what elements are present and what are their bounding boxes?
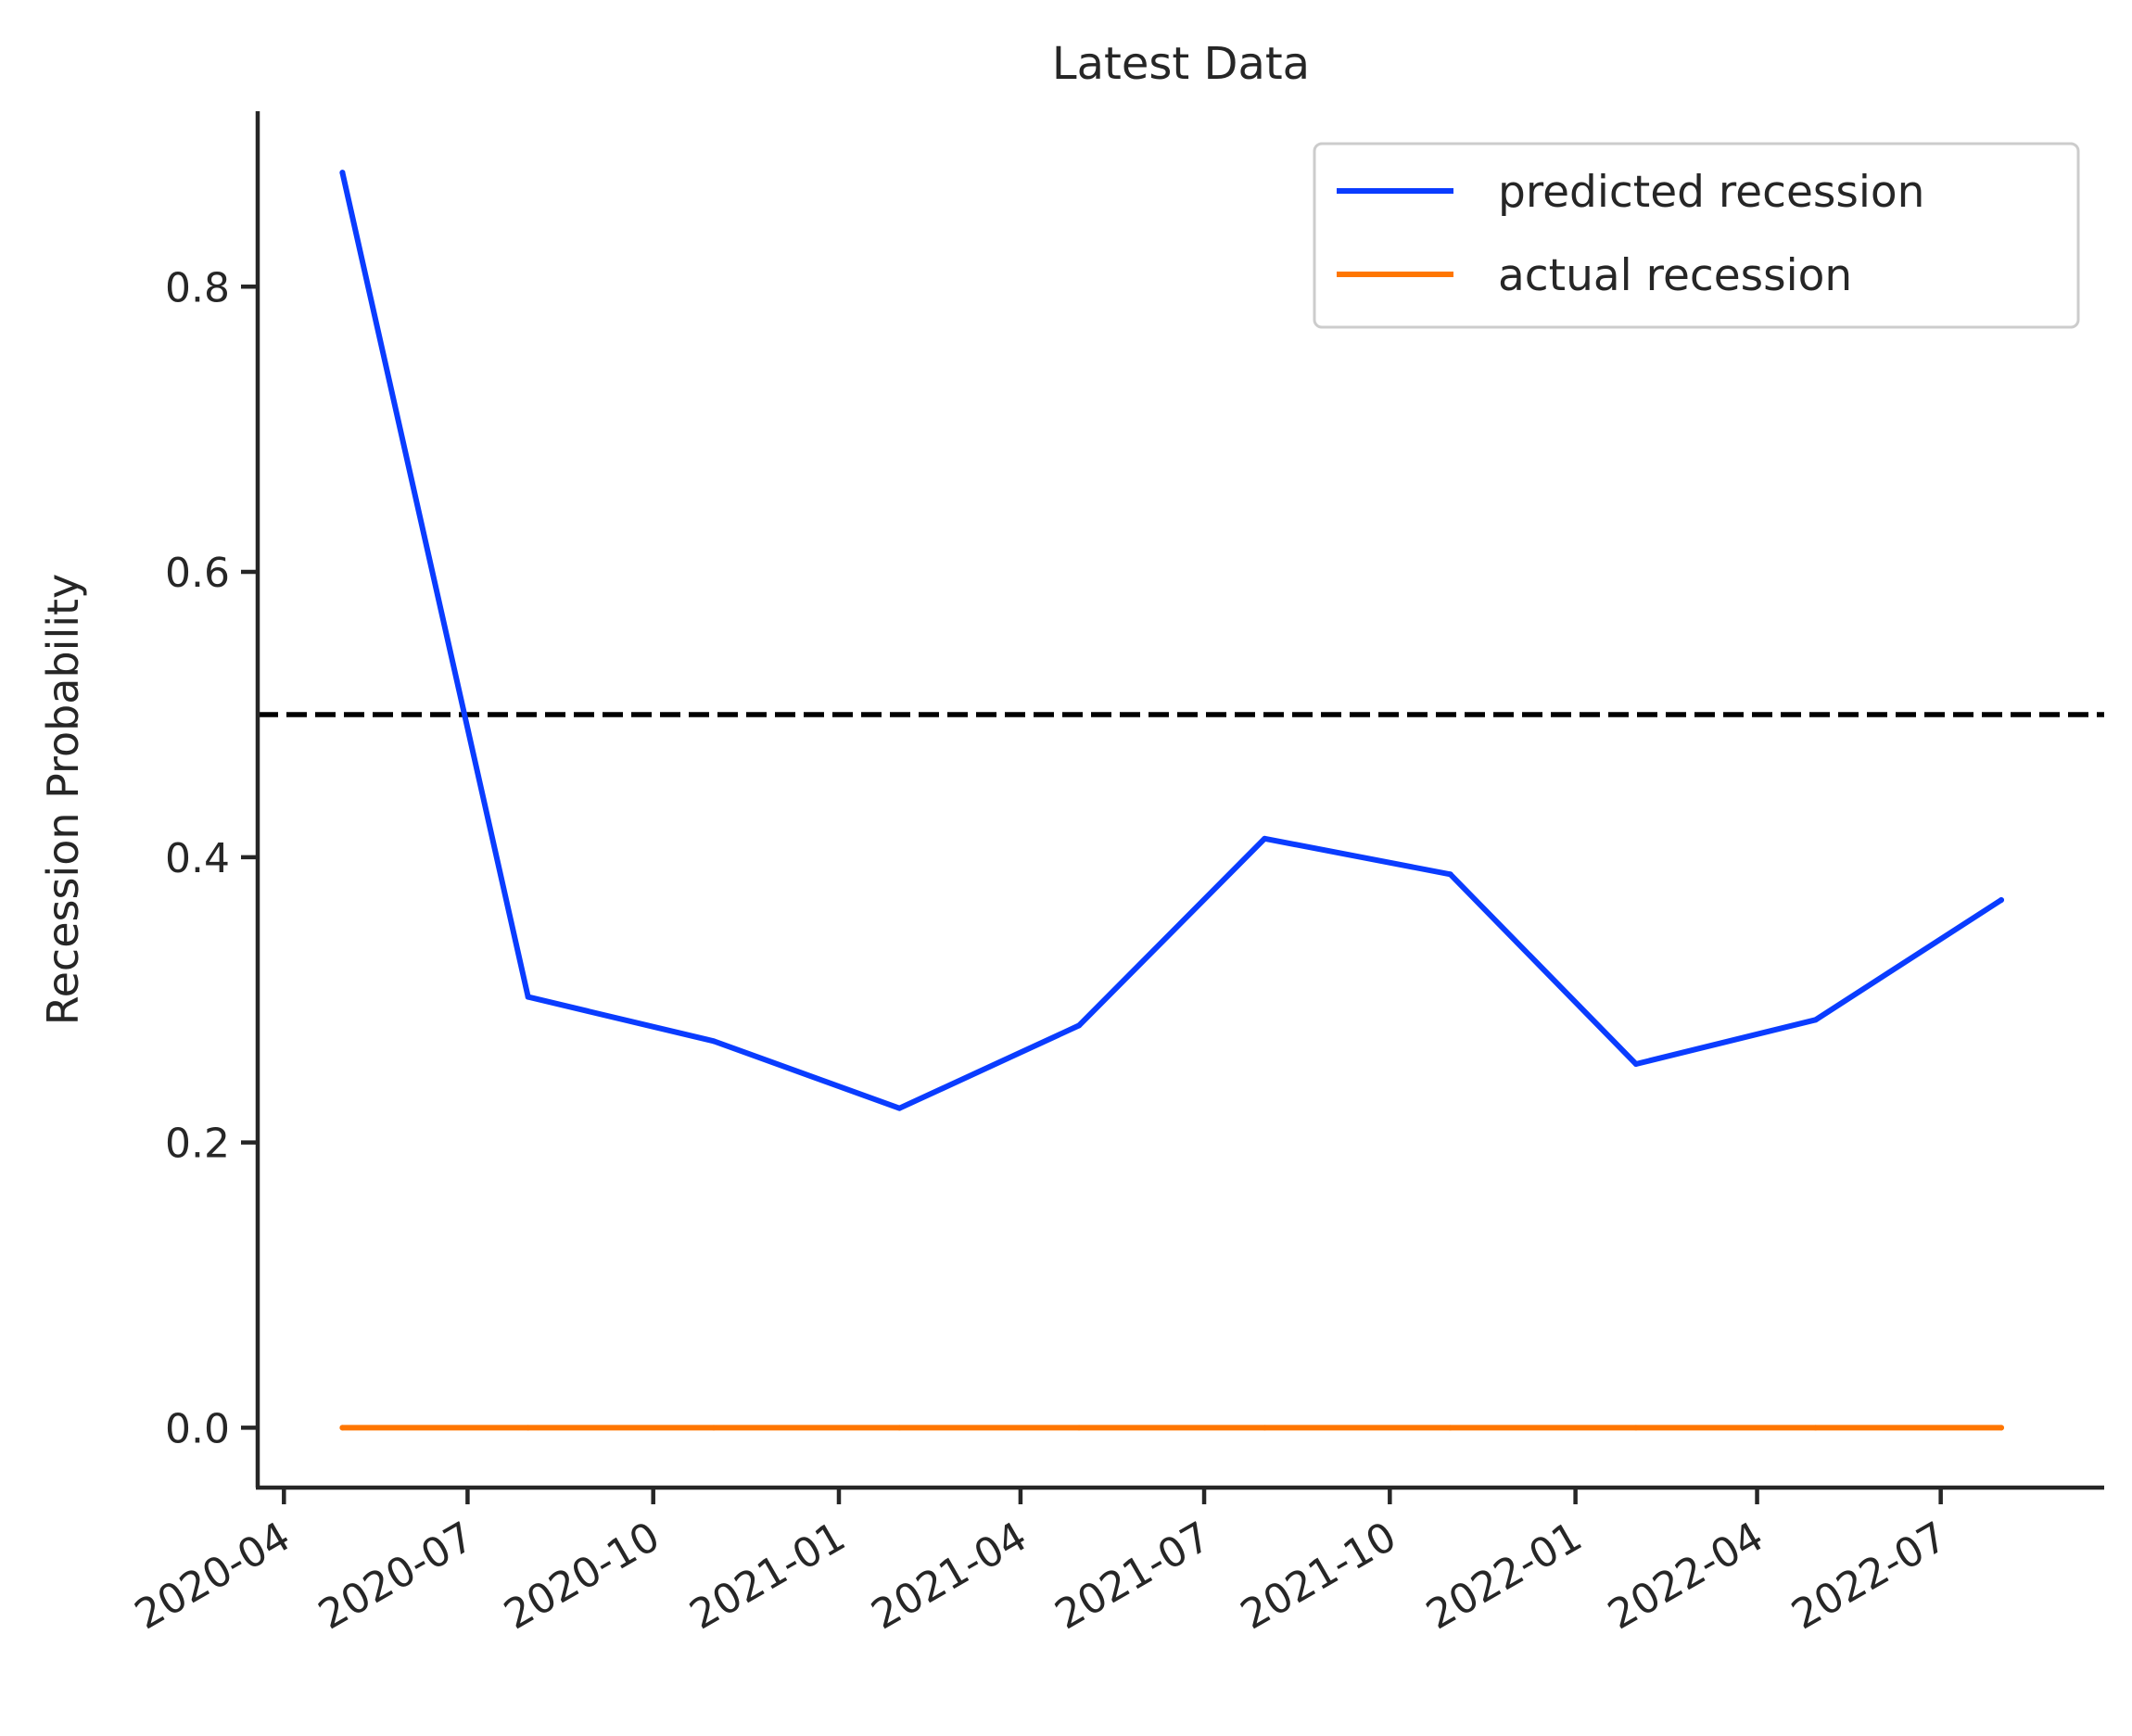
predicted-recession-line bbox=[339, 170, 2004, 1111]
predicted-recession-point bbox=[1998, 896, 2004, 903]
plot-area bbox=[258, 170, 2104, 1431]
y-tick-label: 0.2 bbox=[165, 1121, 230, 1168]
actual-recession-point bbox=[1812, 1425, 1819, 1431]
y-tick-label: 0.4 bbox=[165, 835, 230, 882]
predicted-recession-point bbox=[1076, 1022, 1083, 1029]
actual-recession-point bbox=[1447, 1425, 1453, 1431]
y-tick-label: 0.0 bbox=[165, 1405, 230, 1452]
y-tick-label: 0.6 bbox=[165, 550, 230, 597]
predicted-recession-point bbox=[711, 1038, 717, 1045]
actual-recession-point bbox=[711, 1425, 717, 1431]
predicted-recession-point bbox=[1447, 871, 1453, 878]
actual-recession-point bbox=[1632, 1425, 1639, 1431]
y-axis-label: Recession Probability bbox=[38, 574, 88, 1026]
actual-recession-point bbox=[1998, 1425, 2004, 1431]
predicted-recession-point bbox=[1262, 835, 1268, 842]
legend-label-actual-recession: actual recession bbox=[1498, 250, 1852, 301]
predicted-recession-point bbox=[339, 170, 346, 176]
chart-title: Latest Data bbox=[1052, 38, 1310, 90]
actual-recession-point bbox=[525, 1425, 531, 1431]
y-tick-label: 0.8 bbox=[165, 264, 230, 311]
predicted-recession-point bbox=[525, 994, 531, 1000]
predicted-recession-point bbox=[896, 1105, 903, 1111]
legend: predicted recession actual recession bbox=[1313, 142, 2080, 329]
predicted-recession-point bbox=[1632, 1060, 1639, 1067]
actual-recession-point bbox=[896, 1425, 903, 1431]
actual-recession-point bbox=[1262, 1425, 1268, 1431]
actual-recession-point bbox=[1076, 1425, 1083, 1431]
actual-recession-point bbox=[339, 1425, 346, 1431]
legend-label-predicted-recession: predicted recession bbox=[1498, 167, 1924, 218]
legend-box bbox=[1313, 142, 2080, 329]
predicted-recession-point bbox=[1812, 1017, 1819, 1023]
